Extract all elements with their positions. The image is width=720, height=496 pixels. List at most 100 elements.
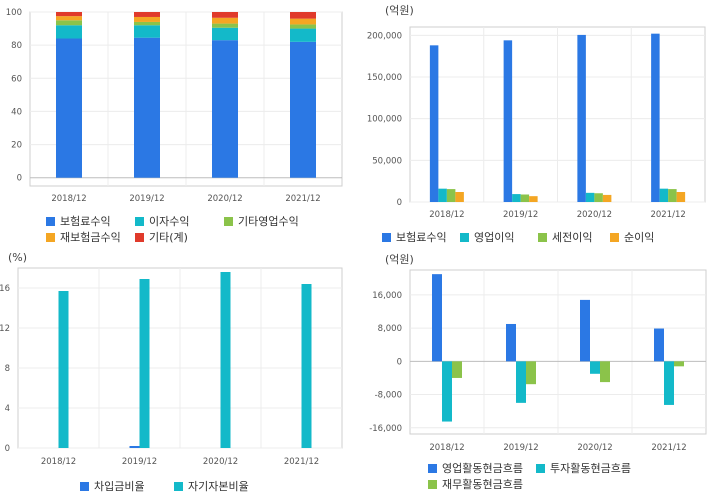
- revenue-mix-legend: 보험료수익 이자수익 기타영업수익 재보험금수익 기타(계): [0, 0, 360, 248]
- y-tick-label: 60: [11, 74, 22, 84]
- y-tick-label: 4: [5, 404, 10, 414]
- bar-series-0-3: [290, 41, 316, 178]
- bar-series-0-1: [503, 40, 513, 203]
- bar-series-1-0: [58, 291, 69, 448]
- legend-swatch: [460, 233, 469, 242]
- bar-series-0-1: [134, 37, 160, 178]
- y-tick-label: 8: [5, 364, 10, 374]
- legend-swatch: [428, 480, 437, 489]
- y-tick-label: 80: [11, 41, 22, 51]
- y-tick-label: 8,000: [378, 324, 402, 334]
- bar-series-2-1: [520, 194, 530, 202]
- bar-series-3-0: [455, 192, 464, 202]
- legend-label: 영업활동현금흐름: [442, 462, 523, 475]
- income-chart: 0 50,000 100,000 150,000 200,000 2018/12 2019/…: [367, 26, 706, 220]
- x-tick-label: 2021/12: [284, 457, 319, 467]
- y-tick-label: 12: [0, 324, 10, 334]
- legend-item: 자기자본비율: [174, 478, 249, 494]
- bar-series-3-0: [56, 16, 82, 21]
- legend-swatch: [135, 217, 144, 226]
- legend-label: 세전이익: [552, 231, 593, 244]
- ratios-chart: 0 4 8 12 16 2018/12 2019/12 2020/12 2021/12: [0, 267, 343, 467]
- legend-swatch: [382, 233, 391, 242]
- bar-series-0-2: [577, 34, 586, 202]
- legend-label: 기타영업수익: [238, 215, 299, 228]
- legend-label: 재무활동현금흐름: [442, 478, 523, 491]
- y-tick-label: 16,000: [372, 291, 402, 301]
- legend-item: 보험료수익: [46, 213, 111, 229]
- bar-series-3-1: [134, 16, 160, 22]
- bar-series-1-1: [134, 25, 160, 38]
- bar-series-2-2: [594, 193, 603, 202]
- bar-series-0-1: [506, 323, 516, 362]
- legend-swatch: [46, 233, 55, 242]
- bar-series-0-0: [56, 38, 82, 178]
- legend-item: 투자활동현금흐름: [536, 460, 631, 476]
- bar-series-1-3: [290, 28, 316, 42]
- legend-item: 순이익: [610, 229, 654, 245]
- legend-item: 영업활동현금흐름: [428, 460, 523, 476]
- y-tick-label: 50,000: [372, 156, 402, 166]
- bar-series-1-1: [516, 361, 526, 403]
- y-tick-label: 0: [5, 444, 10, 454]
- legend-swatch: [538, 233, 547, 242]
- x-tick-label: 2019/12: [503, 210, 538, 220]
- bar-series-4-0: [56, 12, 82, 17]
- legend-swatch: [80, 482, 89, 491]
- y-tick-label: 100: [6, 8, 22, 18]
- legend-label: 보험료수익: [60, 215, 111, 228]
- legend-label: 이자수익: [149, 215, 190, 228]
- cashflow-chart: -16,000 -8,000 0 8,000 16,000 2018/12 2019/12 2…: [369, 269, 707, 453]
- bar-series-1-3: [301, 284, 312, 448]
- legend-label: 기타(계): [149, 231, 188, 244]
- legend-item: 세전이익: [538, 229, 592, 245]
- legend-item: 차입금비율: [80, 478, 145, 494]
- bar-series-2-1: [134, 21, 160, 26]
- legend-item: 영업이익: [460, 229, 514, 245]
- bar-series-3-1: [529, 196, 538, 202]
- x-tick-label: 2019/12: [122, 457, 157, 467]
- legend-label: 투자활동현금흐름: [550, 462, 631, 475]
- legend-item: 기타영업수익: [224, 213, 299, 229]
- x-tick-label: 2020/12: [577, 210, 612, 220]
- bar-series-2-0: [446, 189, 456, 202]
- y-tick-label: 40: [11, 107, 22, 117]
- bar-series-2-1: [526, 361, 536, 385]
- x-tick-label: 2018/12: [51, 194, 86, 204]
- y-tick-label: 0: [397, 198, 402, 208]
- bar-series-2-2: [600, 361, 610, 383]
- bar-series-1-0: [56, 25, 82, 39]
- legend-item: 보험료수익: [382, 229, 447, 245]
- bar-series-0-3: [651, 33, 660, 202]
- bar-series-4-2: [212, 12, 238, 18]
- bar-series-1-2: [212, 27, 238, 41]
- revenue-mix-chart: 0 20 40 60 80 100 2018/12 2019/12 2020/12 2021/12: [6, 8, 343, 204]
- legend-swatch: [174, 482, 183, 491]
- bar-series-2-3: [668, 189, 677, 202]
- ratios-panel: (%) 0 4 8 12 16 2018/12 2019/12 2020/12 2021/12 …: [0, 248, 360, 496]
- bar-series-2-2: [212, 23, 238, 28]
- cashflow-panel: (억원) -16,000 -8,000 0 8,000 16,000 2018/12 201…: [360, 248, 720, 496]
- y-tick-label: 150,000: [367, 73, 402, 83]
- legend-item: 재무활동현금흐름: [428, 476, 523, 492]
- x-tick-label: 2019/12: [129, 194, 164, 204]
- bar-series-3-2: [212, 17, 238, 24]
- legend-label: 보험료수익: [396, 231, 447, 244]
- bar-series-0-1: [129, 446, 140, 448]
- legend-swatch: [428, 464, 437, 473]
- y-tick-label: 0: [17, 174, 22, 184]
- legend-label: 차입금비율: [94, 480, 145, 493]
- y-tick-label: 20: [11, 141, 22, 151]
- y-tick-label: 16: [0, 284, 10, 294]
- bar-series-1-1: [139, 279, 150, 448]
- legend-item: 기타(계): [135, 229, 188, 245]
- bar-series-3-3: [290, 18, 316, 25]
- legend-label: 자기자본비율: [188, 480, 249, 493]
- x-tick-label: 2018/12: [41, 457, 76, 467]
- x-tick-label: 2020/12: [577, 443, 612, 453]
- x-tick-label: 2020/12: [203, 457, 238, 467]
- legend-label: 영업이익: [474, 231, 515, 244]
- bar-series-1-0: [438, 188, 447, 202]
- bar-series-1-2: [585, 192, 595, 202]
